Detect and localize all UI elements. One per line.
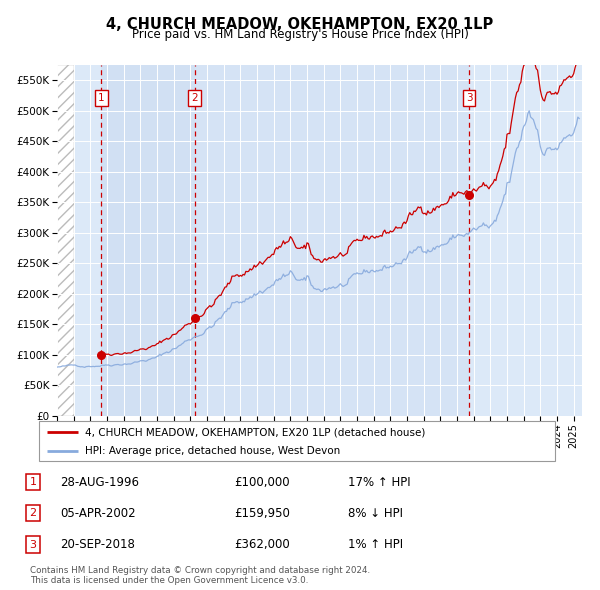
Text: 8% ↓ HPI: 8% ↓ HPI bbox=[348, 507, 403, 520]
Text: 17% ↑ HPI: 17% ↑ HPI bbox=[348, 476, 410, 489]
Text: Price paid vs. HM Land Registry's House Price Index (HPI): Price paid vs. HM Land Registry's House … bbox=[131, 28, 469, 41]
Text: 1% ↑ HPI: 1% ↑ HPI bbox=[348, 538, 403, 551]
Text: 1: 1 bbox=[29, 477, 37, 487]
Bar bbox=[57, 65, 74, 416]
Text: 20-SEP-2018: 20-SEP-2018 bbox=[60, 538, 135, 551]
Text: 3: 3 bbox=[466, 93, 472, 103]
Text: 4, CHURCH MEADOW, OKEHAMPTON, EX20 1LP (detached house): 4, CHURCH MEADOW, OKEHAMPTON, EX20 1LP (… bbox=[85, 428, 426, 438]
Text: 4, CHURCH MEADOW, OKEHAMPTON, EX20 1LP: 4, CHURCH MEADOW, OKEHAMPTON, EX20 1LP bbox=[106, 17, 494, 31]
FancyBboxPatch shape bbox=[39, 421, 555, 461]
Text: £100,000: £100,000 bbox=[234, 476, 290, 489]
Text: 1: 1 bbox=[98, 93, 104, 103]
Text: 2: 2 bbox=[191, 93, 198, 103]
Bar bbox=[194, 65, 469, 416]
Text: Contains HM Land Registry data © Crown copyright and database right 2024.
This d: Contains HM Land Registry data © Crown c… bbox=[30, 566, 370, 585]
Bar bbox=[101, 65, 194, 416]
Text: HPI: Average price, detached house, West Devon: HPI: Average price, detached house, West… bbox=[85, 446, 341, 456]
Text: 2: 2 bbox=[29, 509, 37, 518]
Text: £362,000: £362,000 bbox=[234, 538, 290, 551]
Text: 3: 3 bbox=[29, 540, 37, 549]
Text: 28-AUG-1996: 28-AUG-1996 bbox=[60, 476, 139, 489]
Text: £159,950: £159,950 bbox=[234, 507, 290, 520]
Text: 05-APR-2002: 05-APR-2002 bbox=[60, 507, 136, 520]
Bar bbox=[57, 65, 74, 416]
